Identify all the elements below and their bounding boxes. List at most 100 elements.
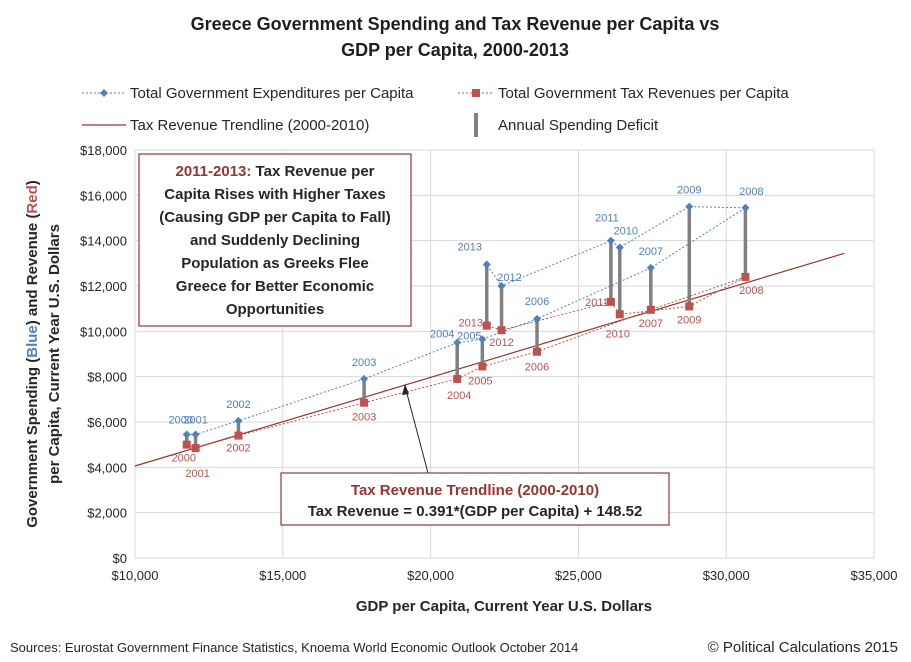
revenue-year-label: 2012 <box>489 337 513 349</box>
annotation-2-line2: Tax Revenue = 0.391*(GDP per Capita) + 1… <box>308 503 643 520</box>
spending-year-label: 2007 <box>639 246 663 258</box>
spending-marker <box>182 430 191 439</box>
y-axis-title-blue: Blue <box>24 325 41 358</box>
legend-spending: Total Government Expenditures per Capita <box>82 85 414 102</box>
revenue-year-label: 2004 <box>447 390 471 402</box>
spending-year-label: 2004 <box>430 329 454 341</box>
chart-title-line1: Greece Government Spending and Tax Reven… <box>191 14 720 34</box>
revenue-marker <box>685 302 694 311</box>
annotation-1-line3: (Causing GDP per Capita to Fall) <box>159 209 390 226</box>
y-tick-label: $8,000 <box>87 370 127 385</box>
x-axis-ticks: $10,000 $15,000 $20,000 $25,000 $30,000 $35,0… <box>112 568 898 583</box>
revenue-marker <box>182 440 191 449</box>
x-tick-label: $20,000 <box>407 568 454 583</box>
y-tick-label: $18,000 <box>80 143 127 158</box>
revenue-marker <box>533 347 542 356</box>
y-axis-title-red: Red <box>24 185 41 213</box>
y-tick-label: $10,000 <box>80 324 127 339</box>
y-axis-title-part3: ) <box>24 180 41 185</box>
legend-deficit-label: Annual Spending Deficit <box>498 117 659 134</box>
spending-year-label: 2001 <box>183 414 207 426</box>
y-tick-label: $12,000 <box>80 279 127 294</box>
revenue-year-label: 2009 <box>677 314 701 326</box>
annotation-1-line1-rest: Tax Revenue per <box>251 163 374 180</box>
revenue-year-label: 2011 <box>585 297 609 309</box>
annotation-box-2-frame <box>280 472 670 526</box>
y-tick-label: $6,000 <box>87 415 127 430</box>
trendline-layer <box>134 252 845 467</box>
copyright-text: © Political Calculations 2015 <box>708 639 898 656</box>
y-axis-title-part2: ) and Revenue ( <box>24 214 41 326</box>
revenue-marker <box>741 272 750 281</box>
legend-trendline-label: Tax Revenue Trendline (2000-2010) <box>130 117 369 134</box>
revenue-marker <box>615 310 624 319</box>
x-tick-label: $35,000 <box>851 568 898 583</box>
spending-marker <box>191 430 200 439</box>
spending-year-label: 2012 <box>497 272 521 284</box>
revenue-year-label: 2008 <box>739 285 763 297</box>
revenue-marker <box>453 374 462 383</box>
spending-year-label: 2009 <box>677 185 701 197</box>
legend-trendline: Tax Revenue Trendline (2000-2010) <box>82 117 369 134</box>
legend-spending-marker <box>100 89 108 97</box>
revenue-marker <box>482 321 491 330</box>
x-tick-label: $30,000 <box>703 568 750 583</box>
sources-text: Sources: Eurostat Government Finance Sta… <box>10 640 578 655</box>
annotation-arrowhead <box>402 384 409 395</box>
trendline <box>134 252 845 467</box>
revenue-year-label: 2000 <box>171 453 195 465</box>
revenue-marker <box>497 326 506 335</box>
spending-marker <box>453 338 462 347</box>
spending-marker <box>497 282 506 290</box>
x-tick-label: $10,000 <box>112 568 159 583</box>
spending-marker <box>741 203 750 212</box>
legend-deficit: Annual Spending Deficit <box>474 113 659 137</box>
annotation-box-2: Tax Revenue Trendline (2000-2010) Tax Re… <box>280 384 670 526</box>
spending-marker <box>685 202 694 211</box>
spending-year-label: 2010 <box>614 225 638 237</box>
annotation-1-line7: Opportunities <box>226 301 324 318</box>
y-tick-label: $2,000 <box>87 506 127 521</box>
revenue-marker <box>360 398 369 407</box>
x-axis-title: GDP per Capita, Current Year U.S. Dollar… <box>356 598 652 615</box>
revenue-marker <box>478 362 487 371</box>
spending-year-label: 2000 <box>168 414 192 426</box>
y-axis-title-line1: Government Spending (Blue) and Revenue (… <box>24 180 41 528</box>
legend-deficit-marker <box>474 113 478 137</box>
spending-marker <box>646 263 655 272</box>
year-labels: 2000200020012001200220022003200320042004… <box>168 185 763 480</box>
chart-title-line2: GDP per Capita, 2000-2013 <box>341 40 569 60</box>
spending-marker <box>482 260 491 269</box>
revenue-year-label: 2005 <box>468 375 492 387</box>
markers <box>182 202 750 453</box>
x-tick-label: $15,000 <box>259 568 306 583</box>
annotation-1-line4: and Suddenly Declining <box>190 232 360 249</box>
revenue-year-label: 2013 <box>459 318 483 330</box>
legend: Total Government Expenditures per Capita… <box>82 85 789 137</box>
spending-year-label: 2008 <box>739 186 763 198</box>
legend-revenue-label: Total Government Tax Revenues per Capita <box>498 85 789 102</box>
spending-marker <box>478 335 487 344</box>
revenue-year-label: 2010 <box>606 328 630 340</box>
revenue-year-label: 2003 <box>352 412 376 424</box>
y-tick-label: $16,000 <box>80 188 127 203</box>
spending-marker <box>606 236 615 245</box>
legend-revenue: Total Government Tax Revenues per Capita <box>458 85 789 102</box>
y-axis-title-part1: Government Spending ( <box>24 358 41 528</box>
annotation-arrow <box>405 389 429 474</box>
revenue-marker <box>191 444 200 453</box>
spending-year-label: 2003 <box>352 357 376 369</box>
spending-marker <box>533 314 542 323</box>
spending-year-label: 2005 <box>457 330 481 342</box>
y-axis-title: Government Spending (Blue) and Revenue (… <box>24 180 63 528</box>
revenue-marker <box>646 305 655 314</box>
spending-marker <box>615 243 624 252</box>
annotation-box-1-frame <box>138 153 412 327</box>
revenue-marker <box>234 431 243 440</box>
x-tick-label: $25,000 <box>555 568 602 583</box>
y-tick-label: $14,000 <box>80 234 127 249</box>
spending-marker <box>234 416 243 425</box>
revenue-year-label: 2001 <box>185 468 209 480</box>
revenue-year-label: 2002 <box>226 443 250 455</box>
annotation-1-line1: 2011-2013: Tax Revenue per <box>175 163 374 180</box>
